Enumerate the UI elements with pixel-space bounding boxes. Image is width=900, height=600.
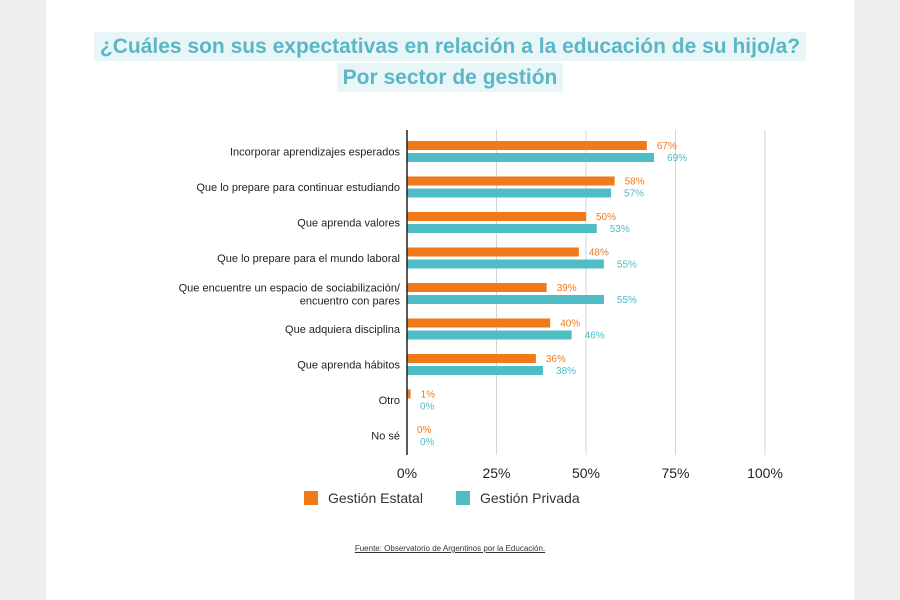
value-label: 50% (596, 212, 616, 223)
value-label: 53% (610, 224, 630, 235)
value-label: 40% (560, 319, 580, 330)
bar-estatal (407, 389, 411, 399)
value-label: 0% (417, 425, 432, 436)
value-label: 38% (556, 366, 576, 377)
category-label: encuentro con pares (300, 296, 401, 308)
x-tick-label: 100% (747, 465, 783, 481)
x-tick-label: 75% (661, 465, 689, 481)
x-tick-label: 0% (397, 465, 417, 481)
category-label: Otro (379, 395, 400, 407)
legend-estatal-label: Gestión Estatal (328, 490, 423, 506)
bar-estatal (407, 141, 647, 150)
category-label: Que aprenda hábitos (297, 360, 400, 372)
value-label: 1% (421, 390, 436, 401)
value-label: 36% (546, 354, 566, 365)
bar-chart: 67%69% Incorporar aprendizajes esperados 5… (179, 130, 783, 506)
bar-privada (407, 366, 544, 375)
category-label: Que lo prepare para continuar estudiando (196, 182, 400, 194)
source-note: Fuente: Observatorio de Argentinos por l… (354, 544, 546, 553)
bar-privada (407, 188, 612, 198)
category-label: Que lo prepare para el mundo laboral (217, 253, 400, 265)
legend-privada-label: Gestión Privada (480, 490, 580, 506)
value-label: 0% (420, 402, 435, 413)
chart-title: ¿Cuáles son sus expectativas en relación… (46, 32, 854, 94)
bar-estatal (407, 318, 551, 328)
bar-privada (407, 259, 604, 269)
category-label: Incorporar aprendizajes esperados (230, 147, 400, 159)
x-tick-label: 25% (482, 465, 510, 481)
value-label: 67% (657, 141, 677, 152)
bar-privada (407, 224, 597, 233)
chart-title-line-1: ¿Cuáles son sus expectativas en relación… (93, 32, 807, 61)
bar-estatal (407, 212, 586, 221)
category-label: Que adquiera disciplina (285, 324, 401, 336)
chart-card: ¿Cuáles son sus expectativas en relación… (46, 0, 854, 600)
value-label: 39% (557, 283, 577, 294)
value-label: 57% (624, 189, 644, 200)
bar-estatal (407, 283, 547, 292)
bar-privada (407, 330, 572, 340)
category-label: Que encuentre un espacio de sociabilizac… (179, 283, 401, 295)
value-label: 69% (667, 153, 687, 164)
bar-estatal (407, 176, 615, 186)
legend-privada-swatch (456, 491, 470, 505)
bar-estatal (407, 247, 579, 257)
bar-estatal (407, 354, 536, 363)
chart-title-line-2: Por sector de gestión (336, 63, 564, 92)
category-label: No sé (371, 431, 400, 443)
value-label: 48% (589, 248, 609, 259)
value-label: 46% (585, 331, 605, 342)
category-label: Que aprenda valores (297, 218, 400, 230)
value-label: 0% (420, 437, 435, 448)
legend-estatal-swatch (304, 491, 318, 505)
value-label: 58% (625, 177, 645, 188)
x-tick-label: 50% (572, 465, 600, 481)
bar-privada (407, 153, 655, 162)
value-label: 55% (617, 260, 637, 271)
value-label: 55% (617, 295, 637, 306)
bar-privada (407, 295, 604, 304)
